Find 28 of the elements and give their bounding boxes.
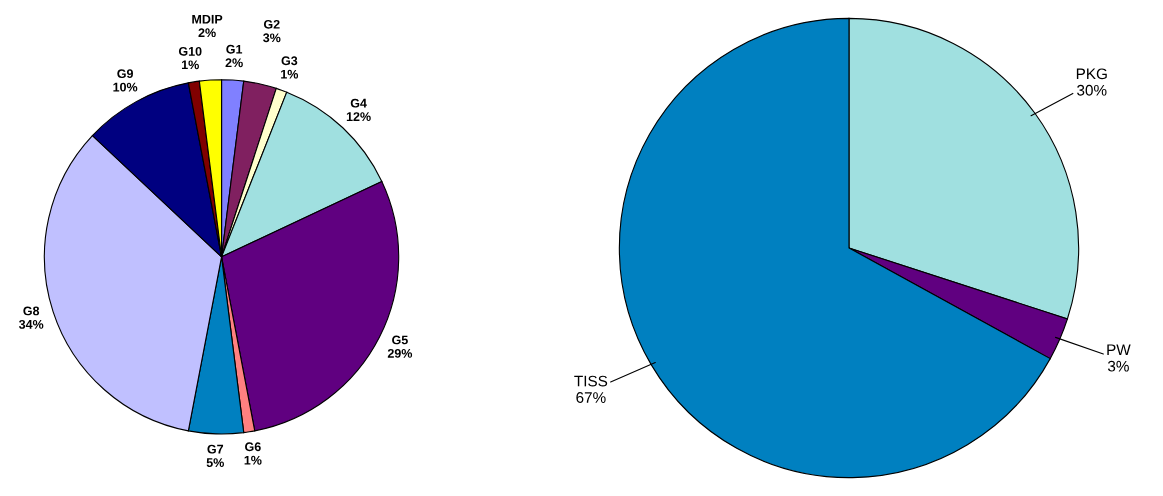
- slice-label: G6: [245, 442, 261, 452]
- slice-label: G4: [350, 98, 367, 108]
- slice-label: G10: [178, 46, 202, 56]
- slice-label: TISS: [574, 375, 608, 387]
- data-label: 10%: [113, 82, 138, 92]
- slice-label: G8: [23, 306, 40, 316]
- slice-label: PW: [1107, 344, 1131, 355]
- data-label: 12%: [346, 112, 371, 121]
- data-label: 3%: [263, 33, 281, 43]
- data-label: 1%: [244, 455, 262, 465]
- slice-label: G1: [226, 44, 243, 54]
- data-label: 30%: [1077, 84, 1107, 96]
- data-label: 67%: [576, 392, 606, 403]
- slice-label: G9: [117, 69, 133, 79]
- slice-label: G7: [207, 444, 224, 454]
- data-label: 1%: [281, 69, 299, 79]
- slice-label: G2: [263, 19, 280, 29]
- data-label: 29%: [387, 348, 413, 358]
- slice-label: G3: [281, 56, 298, 66]
- data-label: 34%: [18, 319, 44, 329]
- slice-label: PKG: [1076, 68, 1107, 80]
- slice-label: MDIP: [192, 14, 223, 24]
- data-label: 2%: [225, 58, 243, 68]
- data-label: 5%: [206, 458, 224, 468]
- data-label: 3%: [1107, 360, 1129, 372]
- slice-label: G5: [392, 335, 408, 345]
- data-label: 2%: [198, 28, 216, 38]
- data-label: 1%: [181, 60, 199, 70]
